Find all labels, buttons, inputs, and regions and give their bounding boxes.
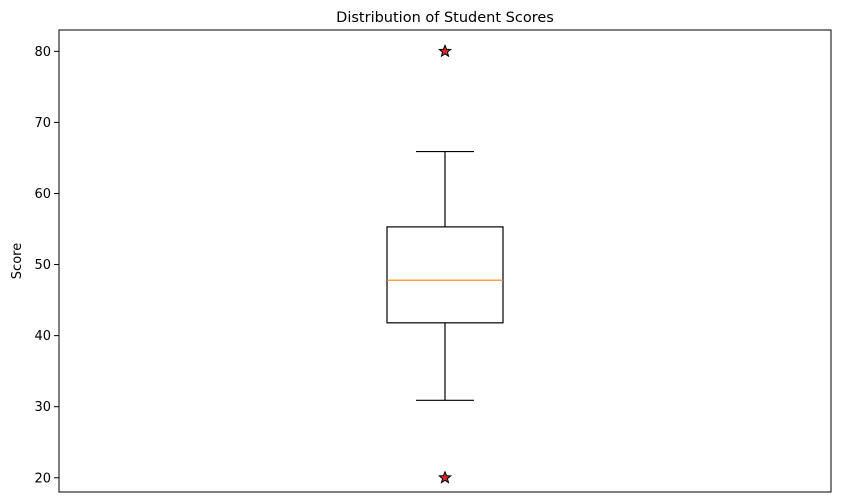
y-tick-label: 80 (34, 45, 51, 60)
y-tick-label: 60 (34, 187, 51, 202)
iqr-box (386, 226, 504, 324)
y-axis: 20 30 40 50 60 70 80 (34, 45, 59, 486)
plot-frame (58, 29, 832, 493)
plot-area-marks (386, 43, 504, 484)
y-tick-label: 50 (34, 258, 51, 273)
y-tick-label: 20 (34, 471, 51, 486)
y-tick-label: 30 (34, 400, 51, 415)
y-tick-label: 70 (34, 116, 51, 131)
outlier-point (437, 43, 453, 58)
chart-title: Distribution of Student Scores (336, 10, 554, 26)
y-tick-label: 40 (34, 329, 51, 344)
y-axis-title: Score (10, 243, 25, 279)
outlier-point (437, 470, 453, 484)
